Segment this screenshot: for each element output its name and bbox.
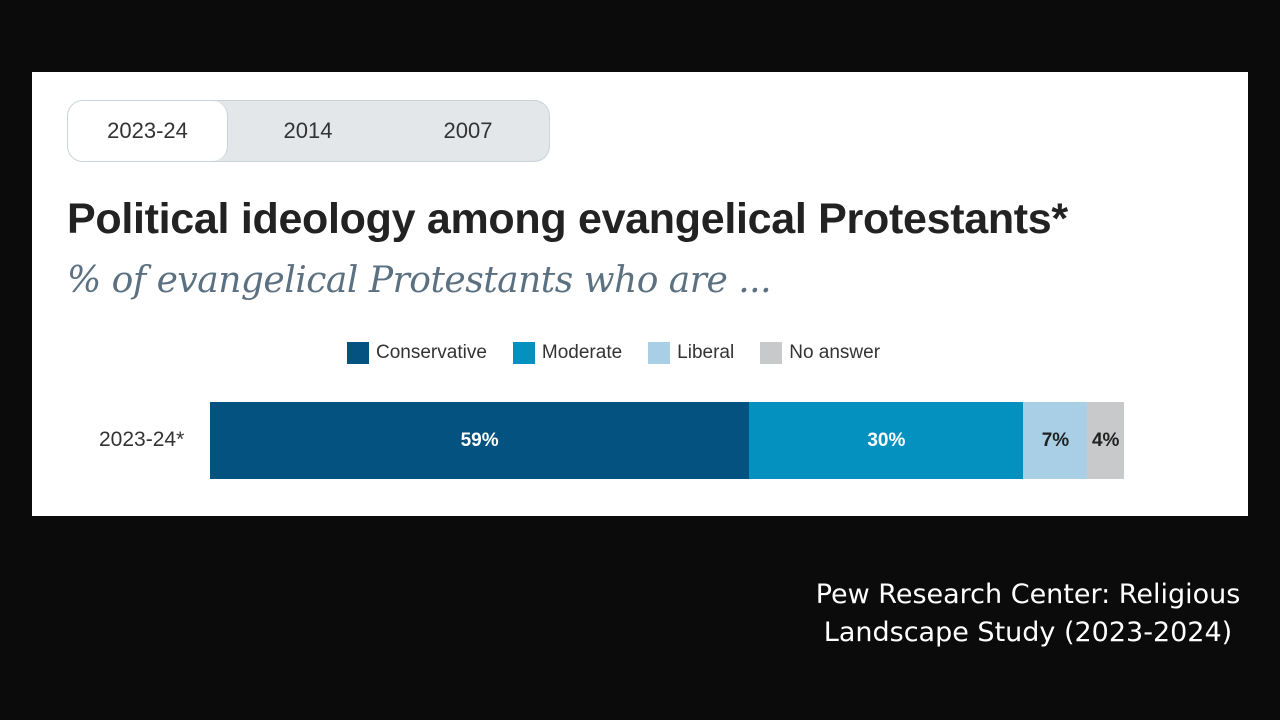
data-label-liberal: 7%: [1041, 429, 1070, 451]
legend-swatch-conservative: [347, 342, 369, 364]
tab-2014[interactable]: 2014: [283, 118, 333, 143]
bar-segment-no-answer: 4%: [1087, 402, 1124, 479]
chart-panel: 2023-24 2014 2007 Political ideology amo…: [32, 72, 1248, 516]
tab-2007[interactable]: 2007: [443, 118, 493, 143]
data-label-moderate: 30%: [867, 429, 906, 451]
bar-segment-liberal: 7%: [1023, 402, 1088, 479]
legend-item-conservative: Conservative: [347, 342, 487, 364]
source-caption: Pew Research Center: Religious Landscape…: [800, 576, 1256, 652]
legend-swatch-moderate: [512, 342, 535, 364]
bar-segment-conservative: 59%: [210, 402, 750, 479]
data-label-conservative: 59%: [460, 429, 499, 451]
data-label-no-answer: 4%: [1091, 429, 1120, 451]
tab-2023-24[interactable]: 2023-24: [68, 101, 228, 161]
legend-label-no-answer: No answer: [789, 342, 881, 363]
bar-segment-moderate: 30%: [749, 402, 1024, 479]
legend-item-liberal: Liberal: [648, 342, 734, 364]
row-label-2023-24: 2023-24*: [99, 428, 185, 451]
legend-item-moderate: Moderate: [512, 342, 623, 364]
stacked-bar: 59% 30% 7% 4%: [210, 402, 1124, 479]
chart-subtitle: % of evangelical Protestants who are ...: [67, 260, 772, 301]
legend-swatch-liberal: [648, 342, 671, 364]
legend-label-moderate: Moderate: [541, 342, 623, 363]
legend: Conservative Moderate Liberal No answer: [347, 342, 906, 364]
chart-title: Political ideology among evangelical Pro…: [67, 195, 1068, 243]
legend-item-no-answer: No answer: [760, 342, 880, 364]
legend-label-liberal: Liberal: [677, 342, 735, 363]
legend-swatch-no-answer: [760, 342, 783, 364]
legend-label-conservative: Conservative: [376, 342, 487, 363]
source-caption-line-1: Pew Research Center: Religious: [815, 579, 1241, 610]
year-tabs: 2023-24 2014 2007: [67, 100, 550, 162]
source-caption-line-2: Landscape Study (2023-2024): [823, 617, 1233, 648]
